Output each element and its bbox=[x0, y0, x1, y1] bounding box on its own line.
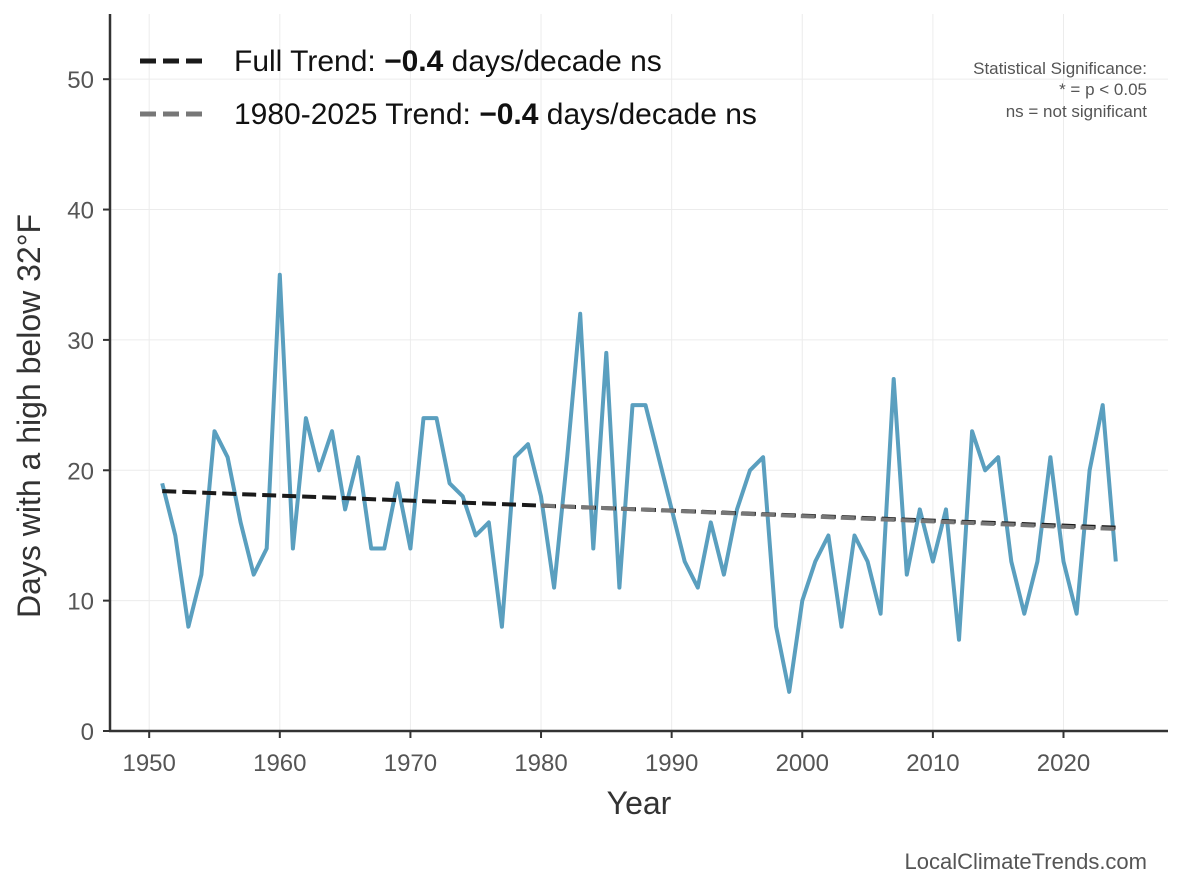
significance-note: Statistical Significance: * = p < 0.05 n… bbox=[973, 59, 1147, 121]
grid bbox=[110, 14, 1168, 732]
x-ticks: 1950 1960 1970 1980 1990 2000 2010 2020 bbox=[122, 731, 1090, 777]
series-line-observed bbox=[160, 272, 1118, 694]
y-tick-label: 40 bbox=[67, 198, 94, 225]
y-axis-label: Days with a high below 32°F bbox=[11, 214, 47, 618]
x-tick-label: 1980 bbox=[514, 750, 567, 777]
legend-entry: Full Trend: −0.4 days/decade ns bbox=[234, 45, 662, 78]
source-credit: LocalClimateTrends.com bbox=[905, 849, 1148, 874]
legend-entry-prefix: Full Trend: bbox=[234, 45, 384, 78]
significance-note-line: Statistical Significance: bbox=[973, 59, 1147, 78]
axes bbox=[108, 14, 1168, 733]
y-ticks: 0 10 20 30 40 50 bbox=[67, 67, 110, 746]
series-lines bbox=[160, 272, 1118, 694]
y-tick-label: 20 bbox=[67, 458, 94, 485]
x-axis-label: Year bbox=[607, 785, 672, 821]
legend-entry-suffix: days/decade ns bbox=[443, 45, 661, 78]
y-tick-label: 30 bbox=[67, 328, 94, 355]
legend-entry-prefix: 1980-2025 Trend: bbox=[234, 98, 479, 131]
y-tick-label: 0 bbox=[81, 719, 94, 746]
x-tick-label: 1950 bbox=[122, 750, 175, 777]
legend-entry-value: −0.4 bbox=[479, 98, 539, 131]
x-tick-label: 2020 bbox=[1037, 750, 1090, 777]
legend-entry: 1980-2025 Trend: −0.4 days/decade ns bbox=[234, 98, 757, 131]
significance-note-line: ns = not significant bbox=[1006, 102, 1148, 121]
y-tick-label: 10 bbox=[67, 589, 94, 616]
x-tick-label: 1970 bbox=[384, 750, 437, 777]
x-tick-label: 2000 bbox=[776, 750, 829, 777]
x-tick-label: 1990 bbox=[645, 750, 698, 777]
trend-line-recent bbox=[540, 503, 1116, 531]
legend: Full Trend: −0.4 days/decade ns1980-2025… bbox=[140, 45, 757, 131]
significance-note-line: * = p < 0.05 bbox=[1059, 80, 1147, 99]
legend-entry-suffix: days/decade ns bbox=[538, 98, 756, 131]
y-tick-label: 50 bbox=[67, 67, 94, 94]
legend-entry-value: −0.4 bbox=[384, 45, 444, 78]
x-tick-label: 1960 bbox=[253, 750, 306, 777]
x-tick-label: 2010 bbox=[906, 750, 959, 777]
